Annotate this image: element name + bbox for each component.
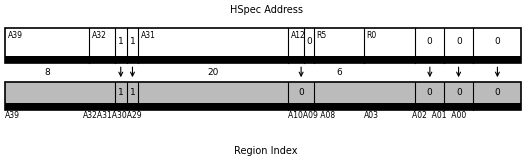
Text: 0: 0 <box>306 38 312 46</box>
Text: 0: 0 <box>495 38 500 46</box>
Text: 1: 1 <box>130 38 135 46</box>
Text: 0: 0 <box>427 88 433 97</box>
Text: HSpec Address: HSpec Address <box>229 5 303 15</box>
Text: A39: A39 <box>7 31 22 40</box>
Text: A10A09 A08: A10A09 A08 <box>288 111 336 120</box>
Bar <box>5 28 521 63</box>
Text: 0: 0 <box>427 38 433 46</box>
Text: 1: 1 <box>130 88 135 97</box>
Text: A31: A31 <box>140 31 155 40</box>
Text: A02  A01  A00: A02 A01 A00 <box>412 111 467 120</box>
Text: Region Index: Region Index <box>234 146 298 156</box>
Bar <box>5 103 521 110</box>
Text: 20: 20 <box>207 68 219 77</box>
Text: A12: A12 <box>290 31 305 40</box>
Text: A32A31A30A29: A32A31A30A29 <box>82 111 142 120</box>
Text: 0: 0 <box>456 38 462 46</box>
Text: A03: A03 <box>364 111 379 120</box>
Text: 1: 1 <box>118 88 123 97</box>
Text: R0: R0 <box>367 31 377 40</box>
Text: 6: 6 <box>336 68 342 77</box>
Text: A32: A32 <box>92 31 106 40</box>
Text: 8: 8 <box>45 68 50 77</box>
Text: R5: R5 <box>316 31 326 40</box>
Text: 0: 0 <box>495 88 500 97</box>
Text: 0: 0 <box>456 88 462 97</box>
Text: 0: 0 <box>298 88 304 97</box>
Bar <box>5 56 521 63</box>
Bar <box>5 82 521 110</box>
Text: A39: A39 <box>5 111 20 120</box>
Text: 1: 1 <box>118 38 123 46</box>
